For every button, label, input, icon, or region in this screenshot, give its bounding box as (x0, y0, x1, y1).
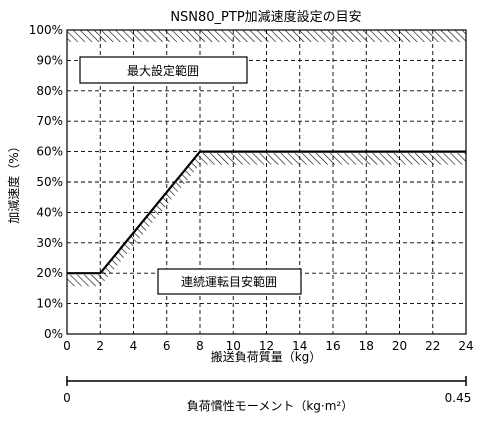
secondary-axis-min-label: 0 (63, 391, 71, 405)
x-axis-label: 搬送負荷質量（kg） (211, 349, 322, 364)
continuous-range-label: 連続運転目安範囲 (181, 274, 277, 289)
secondary-axis-max-label: 0.45 (445, 391, 472, 405)
y-tick-labels: 0% 10% 20% 30% 40% 50% 60% 70% 80% 90% 100% (29, 23, 63, 341)
secondary-axis-label: 負荷慣性モーメント（kg·m²） (187, 398, 353, 413)
x-tick-label: 4 (130, 339, 138, 353)
x-tick-label: 6 (163, 339, 171, 353)
max-hatch-band (67, 30, 466, 42)
x-tick-label: 8 (196, 339, 204, 353)
y-axis-label: 加減速度（%） (6, 140, 21, 223)
x-tick-label: 0 (63, 339, 71, 353)
x-tick-label: 20 (392, 339, 407, 353)
y-tick-label: 50% (36, 175, 63, 189)
y-tick-label: 40% (36, 205, 63, 219)
hatched-bands (67, 30, 466, 287)
x-tick-label: 2 (96, 339, 104, 353)
y-tick-label: 100% (29, 23, 63, 37)
x-tick-label: 10 (226, 339, 241, 353)
x-tick-label: 22 (425, 339, 440, 353)
y-tick-label: 70% (36, 114, 63, 128)
y-tick-label: 20% (36, 266, 63, 280)
max-range-label: 最大設定範囲 (127, 63, 199, 78)
continuous-range-box (157, 268, 302, 295)
x-tick-label: 12 (259, 339, 274, 353)
y-tick-label: 30% (36, 236, 63, 250)
y-tick-label: 60% (36, 145, 63, 159)
y-tick-label: 0% (44, 327, 63, 341)
continuous-hatch-band (67, 153, 466, 287)
x-tick-labels: 0 2 4 6 8 10 12 14 16 18 20 22 24 (63, 339, 473, 353)
x-tick-label: 24 (458, 339, 473, 353)
max-range-box (79, 56, 248, 84)
plot-frame (66, 29, 467, 335)
series-line (67, 150, 466, 275)
y-tick-label: 90% (36, 53, 63, 67)
x-tick-label: 18 (359, 339, 374, 353)
y-tick-label: 10% (36, 297, 63, 311)
chart-title: NSN80_PTP加減速度設定の目安 (170, 9, 361, 25)
x-tick-label: 14 (292, 339, 307, 353)
y-tick-label: 80% (36, 84, 63, 98)
x-tick-label: 16 (325, 339, 340, 353)
